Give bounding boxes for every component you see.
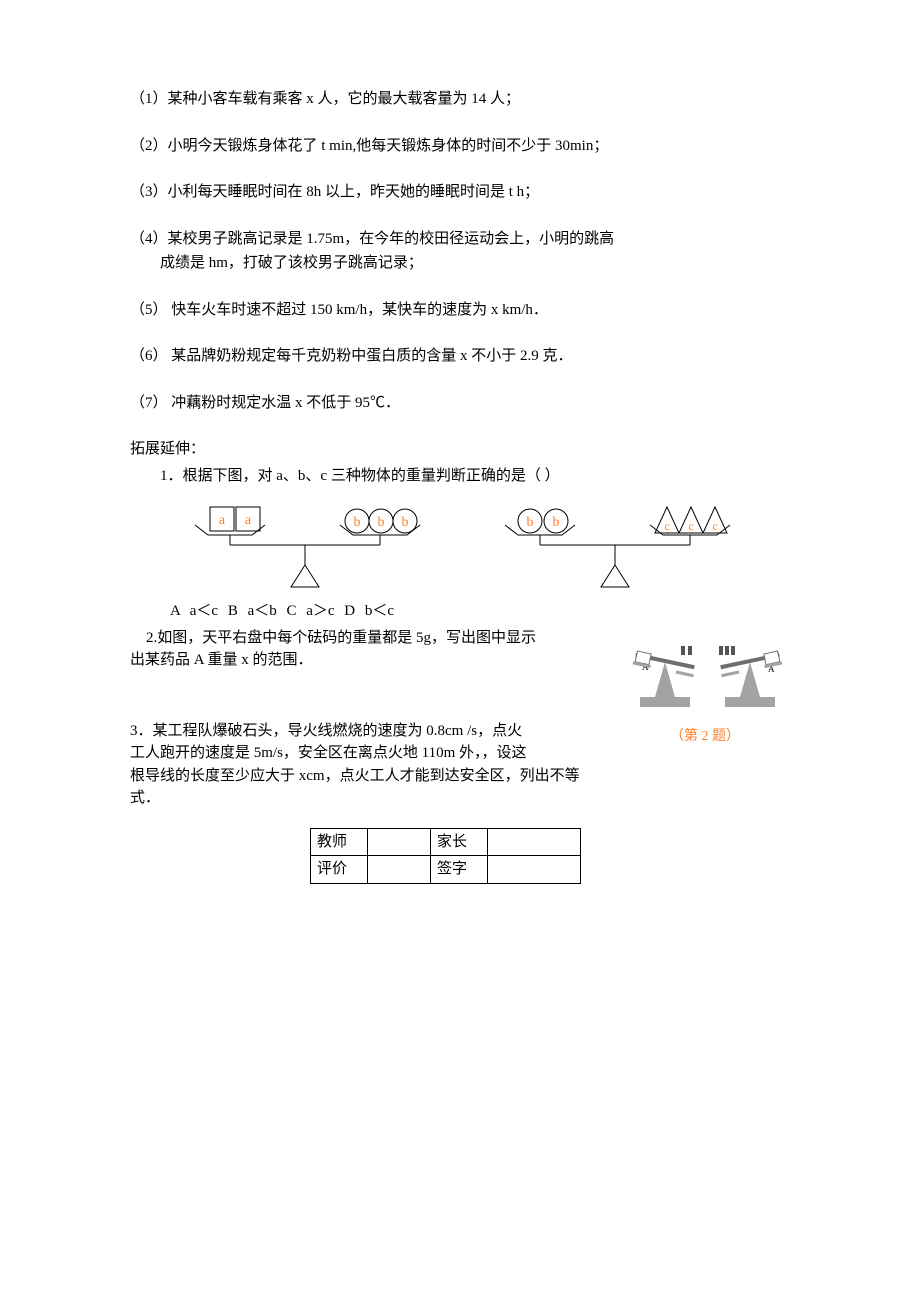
tilted-balances: A [620,627,790,722]
problem-4-line2: 成绩是 hm，打破了该校男子跳高记录； [130,252,790,275]
cell-eval: 评价 [311,856,368,884]
cell-eval-blank [368,856,431,884]
problem-5: （5） 快车火车时速不超过 150 km/h，某快车的速度为 x km/h． [130,299,790,322]
signature-table: 教师 家长 评价 签字 [310,828,581,884]
svg-text:c: c [688,519,693,533]
extension-q2-line1: 2.如图，天平右盘中每个砝码的重量都是 5g，写出图中显示 [130,627,600,650]
cell-parent-blank [488,828,581,856]
svg-text:a: a [245,513,252,528]
svg-text:c: c [712,519,717,533]
q2-figure: A [620,627,790,747]
svg-text:b: b [527,515,534,530]
extension-q3-line2: 工人跑开的速度是 5m/s，安全区在离点火地 110m 外，，设这 [130,742,600,765]
problem-2: （2）小明今天锻炼身体花了 t min,他每天锻炼身体的时间不少于 30min； [130,135,790,158]
extension-title: 拓展延伸： [130,438,790,461]
q2-caption: （第 2 题） [620,726,790,747]
cell-sign-blank [488,856,581,884]
extension-q1: 1．根据下图，对 a、b、c 三种物体的重量判断正确的是（ ） [130,465,790,488]
svg-text:b: b [402,515,409,530]
problem-3: （3）小利每天睡眠时间在 8h 以上，昨天她的睡眠时间是 t h； [130,181,790,204]
cell-teacher: 教师 [311,828,368,856]
svg-text:b: b [354,515,361,530]
cell-teacher-blank [368,828,431,856]
cell-parent: 家长 [431,828,488,856]
svg-text:b: b [378,515,385,530]
problem-7: （7） 冲藕粉时规定水温 x 不低于 95℃． [130,392,790,415]
q1-choices: A a＜c B a＜b C a＞c D b＜c [130,600,790,623]
svg-text:a: a [219,513,226,528]
problem-4-line1: （4）某校男子跳高记录是 1.75m，在今年的校田径运动会上，小明的跳高 [130,228,790,251]
svg-text:b: b [553,515,560,530]
extension-q3-line3: 根导线的长度至少应大于 xcm，点火工人才能到达安全区，列出不等式． [130,765,600,810]
problem-6: （6） 某品牌奶粉规定每千克奶粉中蛋白质的含量 x 不小于 2.9 克． [130,345,790,368]
extension-q3-line1: 3．某工程队爆破石头，导火线燃烧的速度为 0.8cm /s，点火 [130,720,600,743]
extension-q2-line2: 出某药品 A 重量 x 的范围． [130,649,600,672]
svg-text:c: c [664,519,669,533]
cell-sign: 签字 [431,856,488,884]
balance-1: a a b b b [180,495,430,590]
balance-2: b b c c c [490,495,740,590]
problem-1: （1）某种小客车载有乘客 x 人，它的最大载客量为 14 人； [130,88,790,111]
balance-diagrams: a a b b b b b [130,495,790,590]
